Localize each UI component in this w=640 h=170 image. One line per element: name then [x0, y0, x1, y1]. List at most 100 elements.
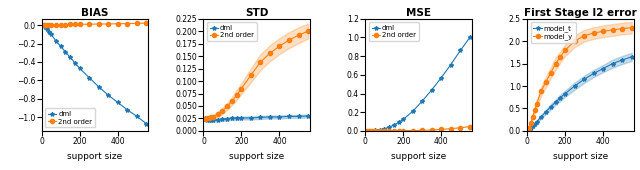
- dml: [209, 119, 217, 121]
- 2nd order: [142, 22, 150, 24]
- 2nd order: [52, 24, 60, 26]
- 2nd order: [294, 34, 302, 36]
- 2nd order: [44, 24, 51, 26]
- 2nd order: [276, 45, 284, 47]
- 2nd order: [385, 130, 393, 132]
- dml: [52, 40, 60, 42]
- dml: [67, 56, 74, 58]
- model_t: [525, 129, 533, 131]
- Line: dml: dml: [42, 23, 148, 126]
- model_t: [580, 78, 588, 80]
- model_y: [529, 116, 537, 118]
- model_y: [609, 29, 616, 31]
- Line: 2nd order: 2nd order: [204, 29, 310, 121]
- dml: [40, 24, 47, 26]
- 2nd order: [438, 128, 445, 130]
- 2nd order: [85, 23, 93, 25]
- 2nd order: [114, 23, 122, 25]
- dml: [205, 119, 213, 121]
- model_y: [527, 122, 535, 124]
- model_y: [599, 30, 607, 32]
- 2nd order: [67, 23, 74, 25]
- dml: [202, 117, 209, 119]
- model_y: [547, 72, 555, 74]
- model_y: [580, 35, 588, 37]
- 2nd order: [219, 110, 227, 112]
- Line: model_t: model_t: [527, 55, 634, 132]
- Title: First Stage l2 error: First Stage l2 error: [524, 8, 637, 18]
- dml: [266, 116, 274, 118]
- dml: [247, 117, 255, 119]
- dml: [365, 130, 373, 132]
- 2nd order: [456, 127, 464, 129]
- 2nd order: [376, 130, 383, 132]
- dml: [207, 119, 215, 121]
- model_t: [531, 123, 539, 125]
- 2nd order: [257, 61, 264, 63]
- Legend: dml, 2nd order: dml, 2nd order: [207, 22, 257, 41]
- dml: [428, 89, 436, 91]
- 2nd order: [266, 52, 274, 54]
- Line: dml: dml: [365, 35, 472, 133]
- 2nd order: [57, 24, 65, 26]
- dml: [367, 130, 375, 132]
- model_t: [552, 101, 559, 103]
- model_t: [529, 124, 537, 126]
- Title: BIAS: BIAS: [81, 8, 109, 18]
- dml: [438, 76, 445, 79]
- model_t: [527, 127, 535, 129]
- 2nd order: [466, 126, 474, 128]
- dml: [45, 31, 53, 33]
- model_y: [525, 127, 533, 129]
- Line: model_y: model_y: [527, 26, 634, 130]
- dml: [114, 101, 122, 103]
- model_y: [542, 81, 550, 83]
- dml: [142, 123, 150, 125]
- 2nd order: [285, 39, 293, 41]
- 2nd order: [233, 94, 241, 96]
- model_y: [552, 63, 559, 65]
- Line: 2nd order: 2nd order: [365, 124, 472, 133]
- dml: [369, 130, 377, 132]
- model_t: [628, 56, 636, 58]
- Line: 2nd order: 2nd order: [42, 21, 148, 27]
- model_y: [571, 40, 579, 42]
- Legend: dml, 2nd order: dml, 2nd order: [45, 108, 95, 128]
- dml: [228, 117, 236, 120]
- 2nd order: [380, 130, 388, 132]
- model_y: [590, 32, 598, 34]
- dml: [371, 129, 379, 131]
- 2nd order: [47, 24, 55, 26]
- 2nd order: [419, 129, 426, 131]
- dml: [364, 130, 371, 132]
- 2nd order: [390, 130, 397, 132]
- dml: [456, 49, 464, 52]
- model_y: [561, 49, 569, 51]
- dml: [285, 115, 293, 117]
- model_t: [542, 110, 550, 113]
- Line: dml: dml: [204, 114, 310, 123]
- 2nd order: [371, 130, 379, 132]
- model_y: [618, 28, 626, 30]
- dml: [399, 118, 407, 120]
- 2nd order: [228, 100, 236, 102]
- dml: [390, 124, 397, 126]
- 2nd order: [365, 130, 373, 132]
- model_t: [561, 93, 569, 95]
- 2nd order: [124, 23, 131, 25]
- Legend: model_t, model_y: model_t, model_y: [531, 22, 576, 43]
- model_t: [532, 121, 540, 123]
- 2nd order: [204, 117, 211, 120]
- 2nd order: [409, 130, 417, 132]
- 2nd order: [76, 23, 83, 25]
- dml: [409, 110, 417, 112]
- 2nd order: [367, 130, 375, 132]
- dml: [257, 116, 264, 118]
- dml: [95, 86, 102, 88]
- 2nd order: [209, 116, 217, 118]
- 2nd order: [207, 116, 215, 118]
- model_y: [557, 56, 564, 58]
- 2nd order: [369, 130, 377, 132]
- X-axis label: support size: support size: [229, 152, 284, 161]
- model_y: [628, 27, 636, 29]
